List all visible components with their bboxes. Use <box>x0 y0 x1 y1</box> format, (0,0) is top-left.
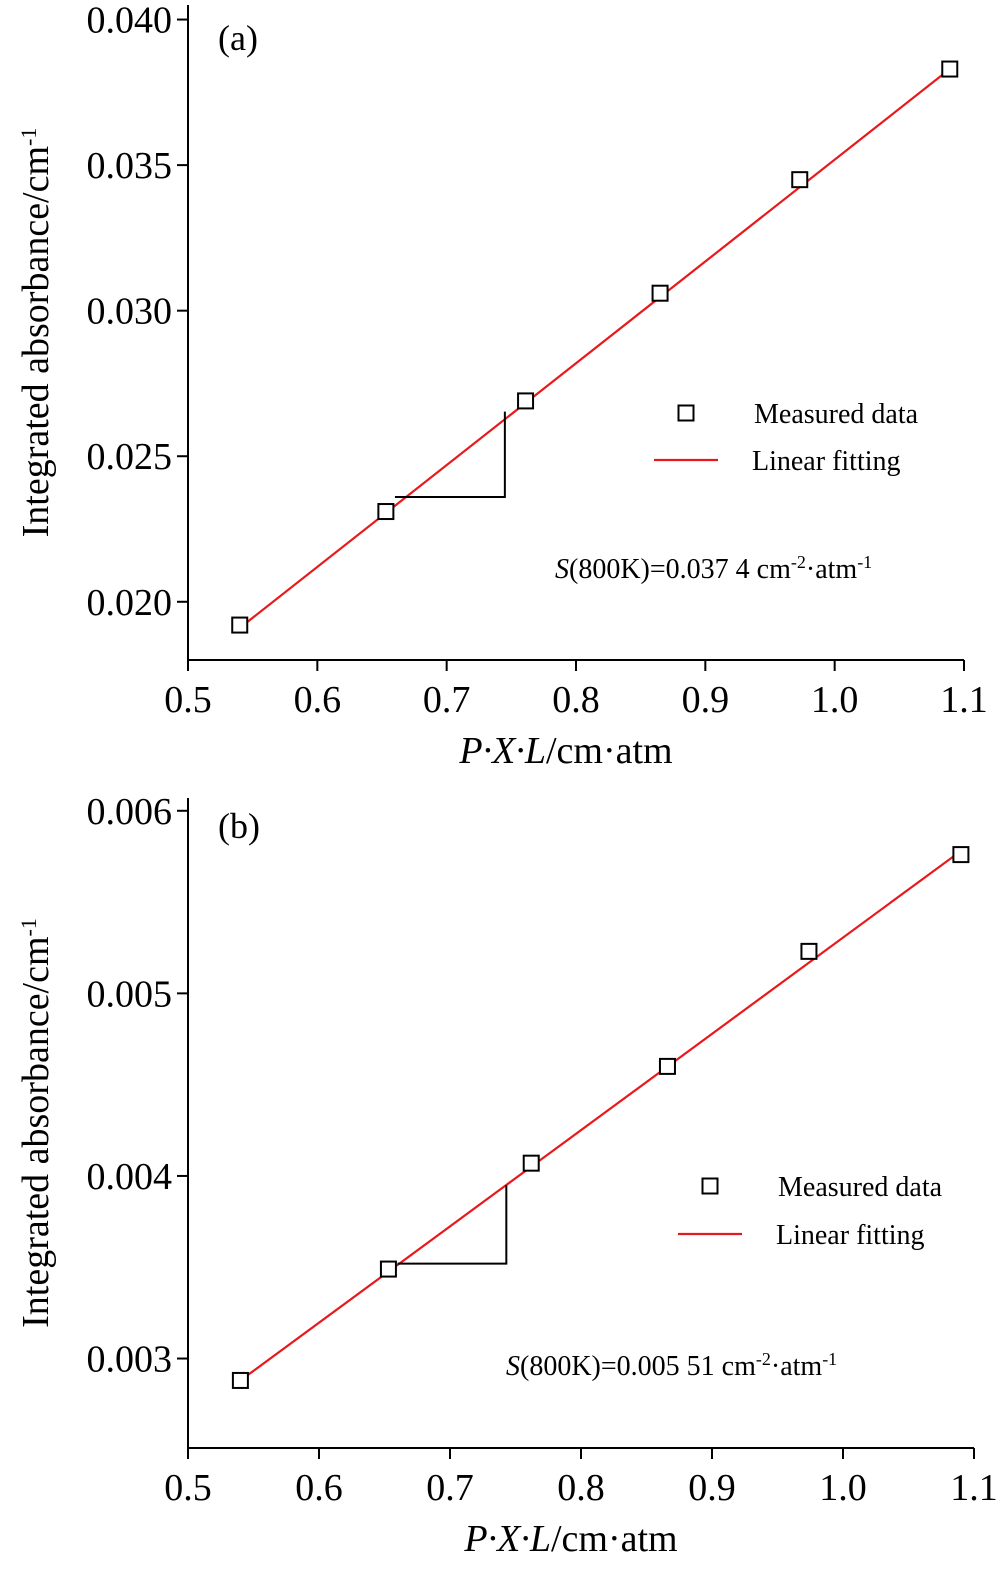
linear-fitting-line <box>239 850 962 1382</box>
x-tick-label: 1.0 <box>819 1467 867 1509</box>
x-axis-title: P·X·L/cm·atm <box>463 1518 677 1560</box>
linear-fitting-line <box>239 68 951 629</box>
legend-label-measured: Measured data <box>778 1172 943 1203</box>
y-tick-label: 0.030 <box>87 291 173 333</box>
y-tick-label: 0.004 <box>87 1156 173 1198</box>
legend: Measured data Linear fitting <box>654 399 919 477</box>
measured-data-point <box>651 284 669 302</box>
x-tick-label: 0.9 <box>682 679 730 721</box>
y-axis-title: Integrated absorbance/cm-1 <box>15 128 57 538</box>
x-tick-label: 0.5 <box>164 1467 212 1509</box>
y-tick-label: 0.005 <box>87 973 173 1015</box>
x-tick-label: 0.8 <box>552 679 600 721</box>
measured-data-point <box>791 171 809 189</box>
legend-marker-measured <box>701 1177 719 1195</box>
x-tick-label: 0.6 <box>295 1467 343 1509</box>
y-tick-label: 0.006 <box>87 791 173 833</box>
measured-data-point <box>231 616 249 634</box>
measured-data-point <box>522 1154 540 1172</box>
measured-data-point <box>800 942 818 960</box>
slope-annotation: S(800K)=0.037 4 cm-2·atm-1 <box>555 552 872 585</box>
x-tick-label: 0.6 <box>294 679 342 721</box>
panel-label: (b) <box>218 806 260 846</box>
legend-label-fitting: Linear fitting <box>752 446 901 477</box>
measured-data-point <box>377 503 395 521</box>
measured-data-point <box>231 1371 249 1389</box>
x-tick-label: 1.1 <box>950 1467 998 1509</box>
measured-data-point <box>379 1260 397 1278</box>
y-axis-title: Integrated absorbance/cm-1 <box>15 918 57 1328</box>
measured-data-point <box>952 846 970 864</box>
legend-marker-measured <box>677 404 695 422</box>
y-tick-label: 0.025 <box>87 436 173 478</box>
x-tick-label: 0.7 <box>423 679 471 721</box>
x-tick-label: 0.8 <box>557 1467 605 1509</box>
y-tick-label: 0.035 <box>87 145 173 187</box>
x-axis-title: P·X·L/cm·atm <box>458 730 672 772</box>
chart-panel-a: 0.5 0.6 0.7 0.8 0.9 1.0 1.1 0.020 0.025 0.030 0.03… <box>15 0 988 772</box>
slope-triangle <box>394 411 506 498</box>
y-tick-label: 0.040 <box>87 0 173 42</box>
y-tick-label: 0.020 <box>87 582 173 624</box>
x-tick-label: 0.7 <box>426 1467 474 1509</box>
x-tick-label: 1.1 <box>940 679 988 721</box>
y-tick-label: 0.003 <box>87 1339 173 1381</box>
legend-label-measured: Measured data <box>754 399 919 430</box>
legend-label-fitting: Linear fitting <box>776 1220 925 1251</box>
x-tick-label: 0.9 <box>688 1467 736 1509</box>
slope-triangle <box>397 1185 508 1265</box>
measured-data-point <box>941 60 959 78</box>
panel-label: (a) <box>218 18 258 58</box>
legend: Measured data Linear fitting <box>678 1172 943 1251</box>
measured-data-point <box>658 1057 676 1075</box>
x-tick-label: 1.0 <box>811 679 859 721</box>
measured-data-point <box>517 392 535 410</box>
x-tick-label: 0.5 <box>164 679 212 721</box>
slope-annotation: S(800K)=0.005 51 cm-2·atm-1 <box>506 1349 837 1382</box>
chart-panel-b: 0.5 0.6 0.7 0.8 0.9 1.0 1.1 0.003 0.004 0.005 0.00… <box>15 791 998 1560</box>
